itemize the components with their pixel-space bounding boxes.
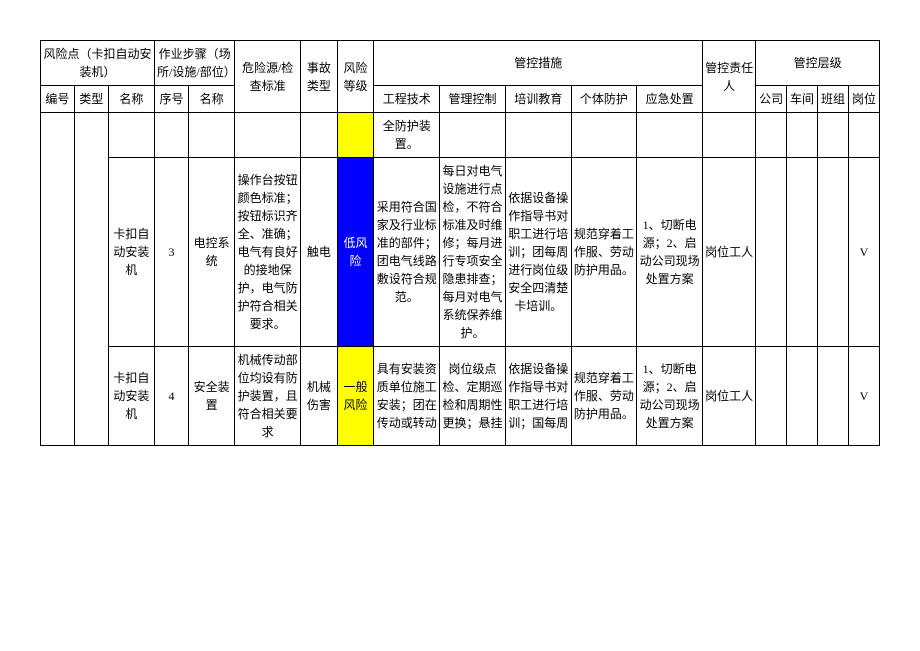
cell-workshop-empty — [787, 113, 818, 158]
cell-step-empty — [188, 113, 234, 158]
cell-management-empty — [440, 113, 506, 158]
header-company: 公司 — [756, 86, 787, 113]
cell-seq-empty — [155, 113, 189, 158]
cell-company — [756, 158, 787, 347]
header-type: 类型 — [74, 86, 108, 113]
cell-responsible-empty — [703, 113, 756, 158]
header-management: 管理控制 — [440, 86, 506, 113]
cell-type-empty — [74, 113, 108, 446]
cell-ppe: 规范穿着工作服、劳动防护用品。 — [571, 347, 637, 446]
cell-emergency: 1、切断电源；2、启动公司现场处置方案 — [637, 347, 703, 446]
cell-hazard-empty — [235, 113, 301, 158]
cell-team-empty — [818, 113, 849, 158]
header-work-step: 作业步骤（场所/设施/部位） — [155, 41, 235, 86]
cell-responsible: 岗位工人 — [703, 158, 756, 347]
cell-emergency: 1、切断电源；2、启动公司现场处置方案 — [637, 158, 703, 347]
cell-accident: 机械伤害 — [300, 347, 337, 446]
cell-training-empty — [505, 113, 571, 158]
header-accident: 事故类型 — [300, 41, 337, 113]
header-engineering: 工程技术 — [374, 86, 440, 113]
cell-accident-empty — [300, 113, 337, 158]
cell-ppe: 规范穿着工作服、劳动防护用品。 — [571, 158, 637, 347]
header-responsible: 管控责任人 — [703, 41, 756, 113]
cell-responsible: 岗位工人 — [703, 347, 756, 446]
header-risk-point: 风险点（卡扣自动安装机） — [41, 41, 155, 86]
cell-step-name: 安全装置 — [188, 347, 234, 446]
header-control-level: 管控层级 — [756, 41, 880, 86]
header-workshop: 车间 — [787, 86, 818, 113]
cell-hazard: 机械传动部位均设有防护装置，且符合相关要求 — [235, 347, 301, 446]
header-seq: 序号 — [155, 86, 189, 113]
cell-management: 岗位级点检、定期巡检和周期性更换；悬挂 — [440, 347, 506, 446]
header-name: 名称 — [108, 86, 154, 113]
header-post: 岗位 — [848, 86, 879, 113]
cell-hazard: 操作台按钮颜色标准；按钮标识齐全、准确；电气有良好的接地保护，电气防护符合相关要… — [235, 158, 301, 347]
header-training: 培训教育 — [505, 86, 571, 113]
header-step-name: 名称 — [188, 86, 234, 113]
cell-risk-general: 一般风险 — [337, 347, 374, 446]
cell-name: 卡扣自动安装机 — [108, 158, 154, 347]
cell-ppe-empty — [571, 113, 637, 158]
header-emergency: 应急处置 — [637, 86, 703, 113]
header-measures: 管控措施 — [374, 41, 703, 86]
table-row: 卡扣自动安装机 4 安全装置 机械传动部位均设有防护装置，且符合相关要求 机械伤… — [41, 347, 880, 446]
cell-risk-empty — [337, 113, 374, 158]
cell-risk-low: 低风险 — [337, 158, 374, 347]
header-id: 编号 — [41, 86, 75, 113]
cell-emergency-empty — [637, 113, 703, 158]
header-ppe: 个体防护 — [571, 86, 637, 113]
cell-training: 依据设备操作指导书对职工进行培训；国每周 — [505, 347, 571, 446]
cell-post: V — [848, 347, 879, 446]
cell-name-empty — [108, 113, 154, 158]
cell-name: 卡扣自动安装机 — [108, 347, 154, 446]
cell-training: 依据设备操作指导书对职工进行培训；团每周进行岗位级安全四清楚卡培训。 — [505, 158, 571, 347]
cell-seq: 4 — [155, 347, 189, 446]
cell-company-empty — [756, 113, 787, 158]
cell-accident: 触电 — [300, 158, 337, 347]
cell-seq: 3 — [155, 158, 189, 347]
cell-workshop — [787, 347, 818, 446]
cell-company — [756, 347, 787, 446]
header-risk-level: 风险等级 — [337, 41, 374, 113]
risk-assessment-table: 风险点（卡扣自动安装机） 作业步骤（场所/设施/部位） 危险源/检查标准 事故类… — [40, 40, 880, 446]
cell-post-empty — [848, 113, 879, 158]
table-row-partial: 全防护装置。 — [41, 113, 880, 158]
header-team: 班组 — [818, 86, 849, 113]
cell-post: V — [848, 158, 879, 347]
header-hazard: 危险源/检查标准 — [235, 41, 301, 113]
cell-engineering: 具有安装资质单位施工安装；团在传动或转动 — [374, 347, 440, 446]
cell-management: 每日对电气设施进行点检，不符合标准及时维修；每月进行专项安全隐患排查；每月对电气… — [440, 158, 506, 347]
cell-step-name: 电控系统 — [188, 158, 234, 347]
cell-engineering: 采用符合国家及行业标准的部件；团电气线路敷设符合规范。 — [374, 158, 440, 347]
cell-engineering-partial: 全防护装置。 — [374, 113, 440, 158]
cell-team — [818, 158, 849, 347]
table-row: 卡扣自动安装机 3 电控系统 操作台按钮颜色标准；按钮标识齐全、准确；电气有良好… — [41, 158, 880, 347]
cell-id-empty — [41, 113, 75, 446]
cell-team — [818, 347, 849, 446]
cell-workshop — [787, 158, 818, 347]
